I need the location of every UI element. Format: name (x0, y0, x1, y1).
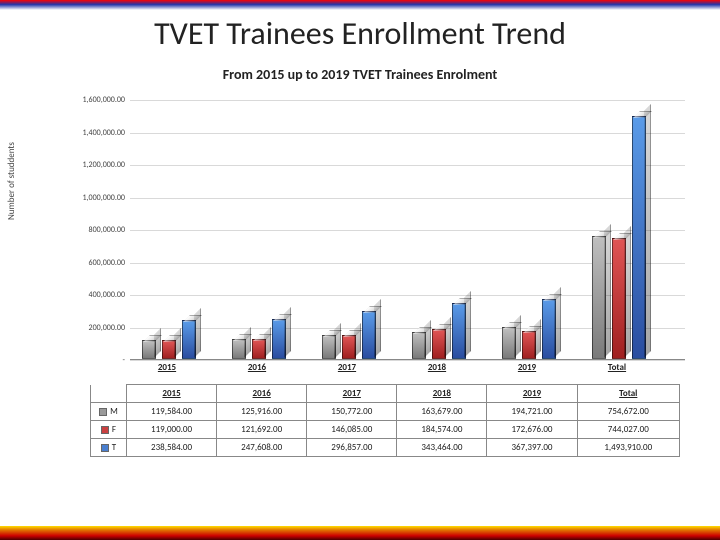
bar-m (502, 327, 516, 359)
grid-line (130, 100, 685, 101)
y-tick-label: 200,000.00 (55, 323, 125, 333)
y-tick-label: 800,000.00 (55, 225, 125, 235)
legend-swatch-icon (101, 444, 109, 452)
top-decor-stripe (0, 0, 720, 10)
legend-cell-f: F (91, 421, 127, 439)
bar-m (142, 340, 156, 359)
table-col-header: 2015 (127, 385, 217, 403)
table-cell: 163,679.00 (397, 403, 487, 421)
bar-t (542, 299, 556, 359)
chart-area: - 200,000.00 400,000.00 600,000.00 800,000.0… (55, 100, 685, 380)
y-tick-label: 1,600,000.00 (55, 95, 125, 105)
bar-t (452, 303, 466, 359)
bar-t (632, 116, 646, 359)
legend-cell-m: M (91, 403, 127, 421)
y-tick-label: 1,000,000.00 (55, 193, 125, 203)
bar-m (592, 236, 606, 359)
table-cell: 121,692.00 (217, 421, 307, 439)
table-col-header: 2019 (487, 385, 577, 403)
table-cell: 343,464.00 (397, 439, 487, 457)
table-corner (91, 385, 127, 403)
bar-f (522, 331, 536, 359)
bar-t (272, 319, 286, 359)
table-row: T238,584.00247,608.00296,857.00343,464.0… (91, 439, 680, 457)
x-category-label: 2017 (307, 362, 387, 373)
table-col-header: Total (577, 385, 679, 403)
table-cell: 367,397.00 (487, 439, 577, 457)
data-table: 20152016201720182019TotalM119,584.00125,… (90, 384, 680, 457)
table-col-header: 2017 (307, 385, 397, 403)
y-tick-label: 1,200,000.00 (55, 160, 125, 170)
table-cell: 119,584.00 (127, 403, 217, 421)
bar-m (412, 332, 426, 359)
table-col-header: 2016 (217, 385, 307, 403)
bar-f (252, 339, 266, 359)
table-row: M119,584.00125,916.00150,772.00163,679.0… (91, 403, 680, 421)
y-tick-label: 1,400,000.00 (55, 128, 125, 138)
table-cell: 150,772.00 (307, 403, 397, 421)
table-cell: 754,672.00 (577, 403, 679, 421)
table-cell: 194,721.00 (487, 403, 577, 421)
chart-subtitle: From 2015 up to 2019 TVET Trainees Enrol… (0, 66, 720, 83)
table-col-header: 2018 (397, 385, 487, 403)
y-tick-label: - (55, 355, 125, 365)
bar-f (342, 335, 356, 359)
x-category-label: 2018 (397, 362, 477, 373)
grid-line (130, 165, 685, 166)
table-cell: 146,085.00 (307, 421, 397, 439)
table-cell: 119,000.00 (127, 421, 217, 439)
plot-area: -200,000.00400,000.00600,000.00800,000.0… (130, 100, 685, 360)
table-cell: 238,584.00 (127, 439, 217, 457)
bar-f (432, 329, 446, 359)
table-cell: 296,857.00 (307, 439, 397, 457)
table-cell: 744,027.00 (577, 421, 679, 439)
y-axis-label: Number of studdents (6, 142, 17, 220)
x-category-label: 2019 (487, 362, 567, 373)
bar-f (162, 340, 176, 359)
table-cell: 184,574.00 (397, 421, 487, 439)
legend-cell-t: T (91, 439, 127, 457)
grid-line (130, 360, 685, 361)
grid-line (130, 198, 685, 199)
table-cell: 247,608.00 (217, 439, 307, 457)
table-row: F119,000.00121,692.00146,085.00184,574.0… (91, 421, 680, 439)
legend-swatch-icon (99, 408, 107, 416)
bar-t (362, 311, 376, 359)
y-tick-label: 600,000.00 (55, 258, 125, 268)
x-category-label: 2015 (127, 362, 207, 373)
bottom-decor-stripe (0, 526, 720, 540)
page-title: TVET Trainees Enrollment Trend (0, 14, 720, 53)
grid-line (130, 133, 685, 134)
bar-m (322, 335, 336, 360)
table-cell: 1,493,910.00 (577, 439, 679, 457)
legend-swatch-icon (101, 426, 109, 434)
table-cell: 125,916.00 (217, 403, 307, 421)
x-category-label: 2016 (217, 362, 297, 373)
bar-t (182, 320, 196, 359)
y-tick-label: 400,000.00 (55, 290, 125, 300)
bar-f (612, 238, 626, 359)
slide: TVET Trainees Enrollment Trend From 2015… (0, 0, 720, 540)
x-category-label: Total (577, 362, 657, 373)
bar-m (232, 339, 246, 359)
table-cell: 172,676.00 (487, 421, 577, 439)
